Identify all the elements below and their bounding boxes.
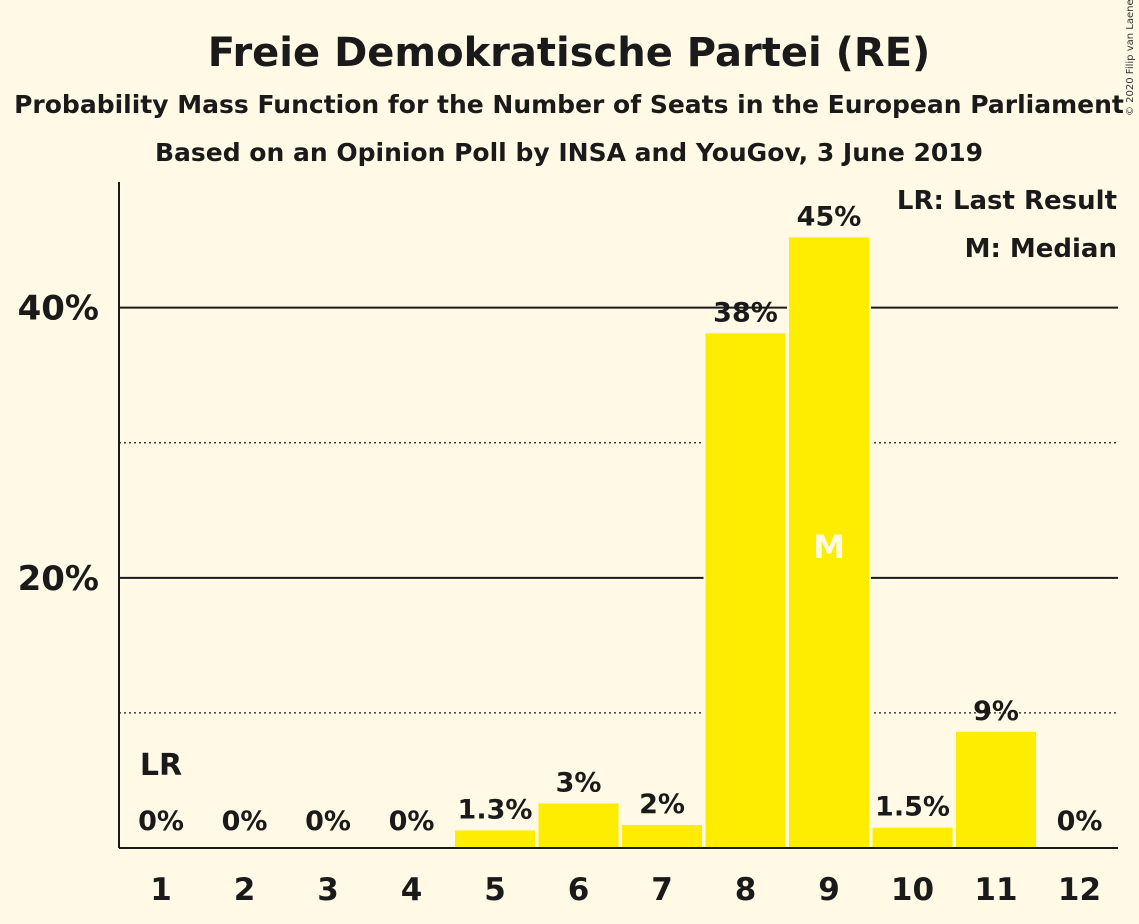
- x-tick-label: 5: [484, 872, 506, 908]
- bars: [453, 235, 1038, 848]
- x-tick-label: 8: [735, 872, 757, 908]
- data-label: 3%: [556, 767, 602, 798]
- bar: [622, 825, 702, 848]
- chart-title: Freie Demokratische Partei (RE): [208, 30, 931, 76]
- last-result-marker: LR: [140, 748, 182, 783]
- copyright-text: © 2020 Filip van Laenen: [1125, 0, 1136, 116]
- x-tick-label: 7: [651, 872, 673, 908]
- data-label: 1.5%: [875, 792, 950, 823]
- y-tick-label: 20%: [18, 559, 99, 599]
- legend-last-result: LR: Last Result: [897, 186, 1117, 216]
- x-tick-label: 10: [891, 872, 934, 908]
- y-tick-label: 40%: [18, 289, 99, 329]
- median-marker: M: [813, 528, 845, 566]
- x-tick-label: 1: [150, 872, 172, 908]
- data-labels: 0% 0% 0% 0% 1.3% 3% 2% 38% 45% 1.5% 9% 0%: [138, 201, 1102, 837]
- data-label: 1.3%: [458, 794, 533, 825]
- bar: [872, 827, 953, 848]
- chart-subtitle: Probability Mass Function for the Number…: [14, 90, 1124, 119]
- x-tick-label: 6: [568, 872, 590, 908]
- bar: [956, 731, 1036, 848]
- chart-source: Based on an Opinion Poll by INSA and You…: [155, 138, 983, 167]
- x-tick-label: 9: [818, 872, 840, 908]
- y-tick-labels: 20% 40%: [18, 289, 99, 599]
- data-label: 0%: [1057, 806, 1103, 837]
- data-label: 45%: [797, 201, 862, 232]
- data-label: 0%: [389, 806, 435, 837]
- markers: LR M: [140, 528, 845, 783]
- x-tick-label: 4: [401, 872, 423, 908]
- data-label: 2%: [639, 789, 685, 820]
- bar: [538, 803, 619, 848]
- data-label: 0%: [222, 806, 268, 837]
- gridlines: [119, 306, 1118, 714]
- data-label: 9%: [973, 696, 1019, 727]
- x-tick-label: 2: [234, 872, 256, 908]
- bar: [705, 333, 786, 848]
- bar: [789, 237, 869, 848]
- x-tick-label: 11: [974, 872, 1017, 908]
- legend-median: M: Median: [965, 234, 1117, 264]
- x-tick-label: 12: [1058, 872, 1101, 908]
- x-tick-label: 3: [317, 872, 339, 908]
- data-label: 0%: [138, 806, 184, 837]
- x-tick-labels: 1 2 3 4 5 6 7 8 9 10 11 12: [150, 872, 1101, 908]
- bar: [455, 830, 535, 848]
- data-label: 0%: [305, 806, 351, 837]
- data-label: 38%: [713, 297, 778, 328]
